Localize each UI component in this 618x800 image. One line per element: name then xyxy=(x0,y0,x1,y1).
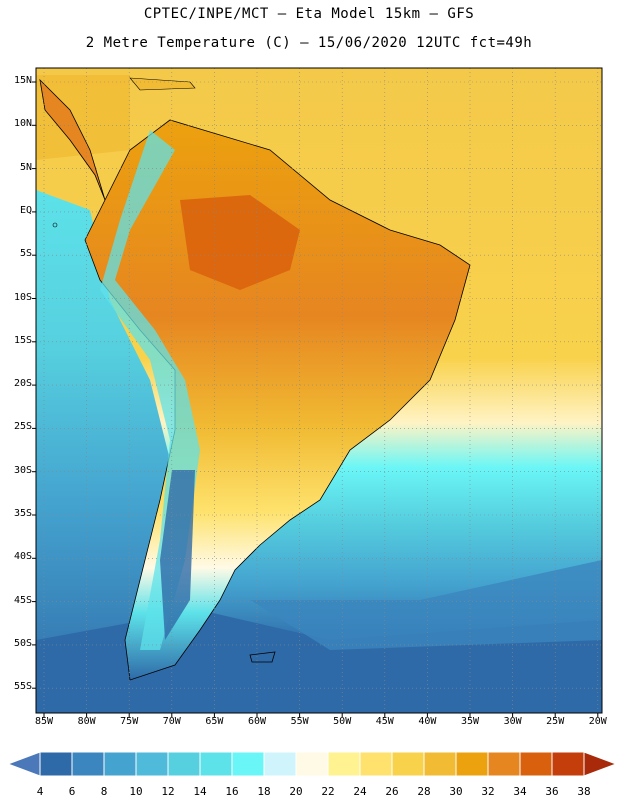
colorbar-segment xyxy=(551,751,585,777)
latitude-label: 15S xyxy=(13,334,32,346)
colorbar-label: 22 xyxy=(321,785,335,798)
colorbar-label: 10 xyxy=(129,785,143,798)
colorbar-segment xyxy=(167,751,201,777)
colorbar-segment xyxy=(455,751,489,777)
colorbar-label: 8 xyxy=(100,785,108,798)
longitude-label: 85W xyxy=(34,716,54,727)
longitude-label: 70W xyxy=(162,716,181,727)
map-frame xyxy=(35,67,603,714)
colorbar-label: 4 xyxy=(36,785,44,798)
colorbar-segment xyxy=(295,751,329,777)
latitude-label: 15N xyxy=(13,75,32,86)
longitude-label: 80W xyxy=(77,716,96,727)
map-title-line2: 2 Metre Temperature (C) – 15/06/2020 12U… xyxy=(85,35,533,51)
colorbar-right-arrow xyxy=(583,751,618,777)
colorbar-label: 38 xyxy=(577,785,591,798)
colorbar-segment xyxy=(519,751,553,777)
colorbar-label: 36 xyxy=(545,785,559,798)
longitude-label: 45W xyxy=(375,716,394,727)
latitude-label: 30S xyxy=(13,464,32,476)
longitude-label: 60W xyxy=(247,716,267,727)
colorbar-label: 18 xyxy=(257,785,271,798)
latitude-label: 5S xyxy=(19,248,32,260)
colorbar-segment xyxy=(199,751,233,777)
latitude-label: 45S xyxy=(13,594,32,606)
latitude-label: 55S xyxy=(13,681,32,693)
colorbar-segment xyxy=(135,751,169,777)
colorbar-segment xyxy=(327,751,361,777)
colorbar-left-arrow xyxy=(6,751,41,777)
colorbar-label: 28 xyxy=(417,785,431,798)
latitude-label: 25S xyxy=(13,421,32,433)
colorbar-label: 16 xyxy=(225,785,239,798)
colorbar-label: 12 xyxy=(161,785,175,798)
colorbar-label: 30 xyxy=(449,785,463,798)
colorbar-segment xyxy=(231,751,265,777)
longitude-label: 65W xyxy=(205,716,224,727)
colorbar-label: 20 xyxy=(289,785,303,798)
longitude-label: 35W xyxy=(460,716,480,727)
colorbar-label: 32 xyxy=(481,785,495,798)
longitude-label: 75W xyxy=(120,716,139,727)
longitude-label: 20W xyxy=(588,716,607,727)
colorbar-segment xyxy=(487,751,521,777)
colorbar xyxy=(6,751,618,777)
longitude-label: 50W xyxy=(333,716,352,727)
latitude-label: 5N xyxy=(19,161,32,173)
colorbar-segment xyxy=(103,751,137,777)
longitude-label: 25W xyxy=(546,716,565,727)
latitude-label: 10S xyxy=(13,291,32,303)
colorbar-label: 26 xyxy=(385,785,399,798)
longitude-label: 30W xyxy=(503,716,522,727)
colorbar-label: 6 xyxy=(68,785,76,798)
latitude-label: 10N xyxy=(13,118,32,130)
colorbar-segment xyxy=(423,751,457,777)
colorbar-label: 14 xyxy=(193,785,207,798)
colorbar-segment xyxy=(71,751,105,777)
colorbar-label: 24 xyxy=(353,785,367,798)
latitude-label: 40S xyxy=(13,551,32,563)
latitude-label: 35S xyxy=(13,508,32,519)
map-title-line1: CPTEC/INPE/MCT – Eta Model 15km – GFS xyxy=(143,6,475,22)
temperature-field xyxy=(36,68,602,713)
latitude-label: EQ xyxy=(19,204,32,216)
latitude-label: 20S xyxy=(13,378,32,390)
colorbar-segment xyxy=(391,751,425,777)
colorbar-segment xyxy=(39,751,73,777)
colorbar-label: 34 xyxy=(513,785,527,798)
colorbar-segment xyxy=(359,751,393,777)
colorbar-segment xyxy=(263,751,297,777)
latitude-label: 50S xyxy=(13,637,32,649)
longitude-label: 40W xyxy=(418,716,437,727)
longitude-label: 55W xyxy=(290,716,309,727)
